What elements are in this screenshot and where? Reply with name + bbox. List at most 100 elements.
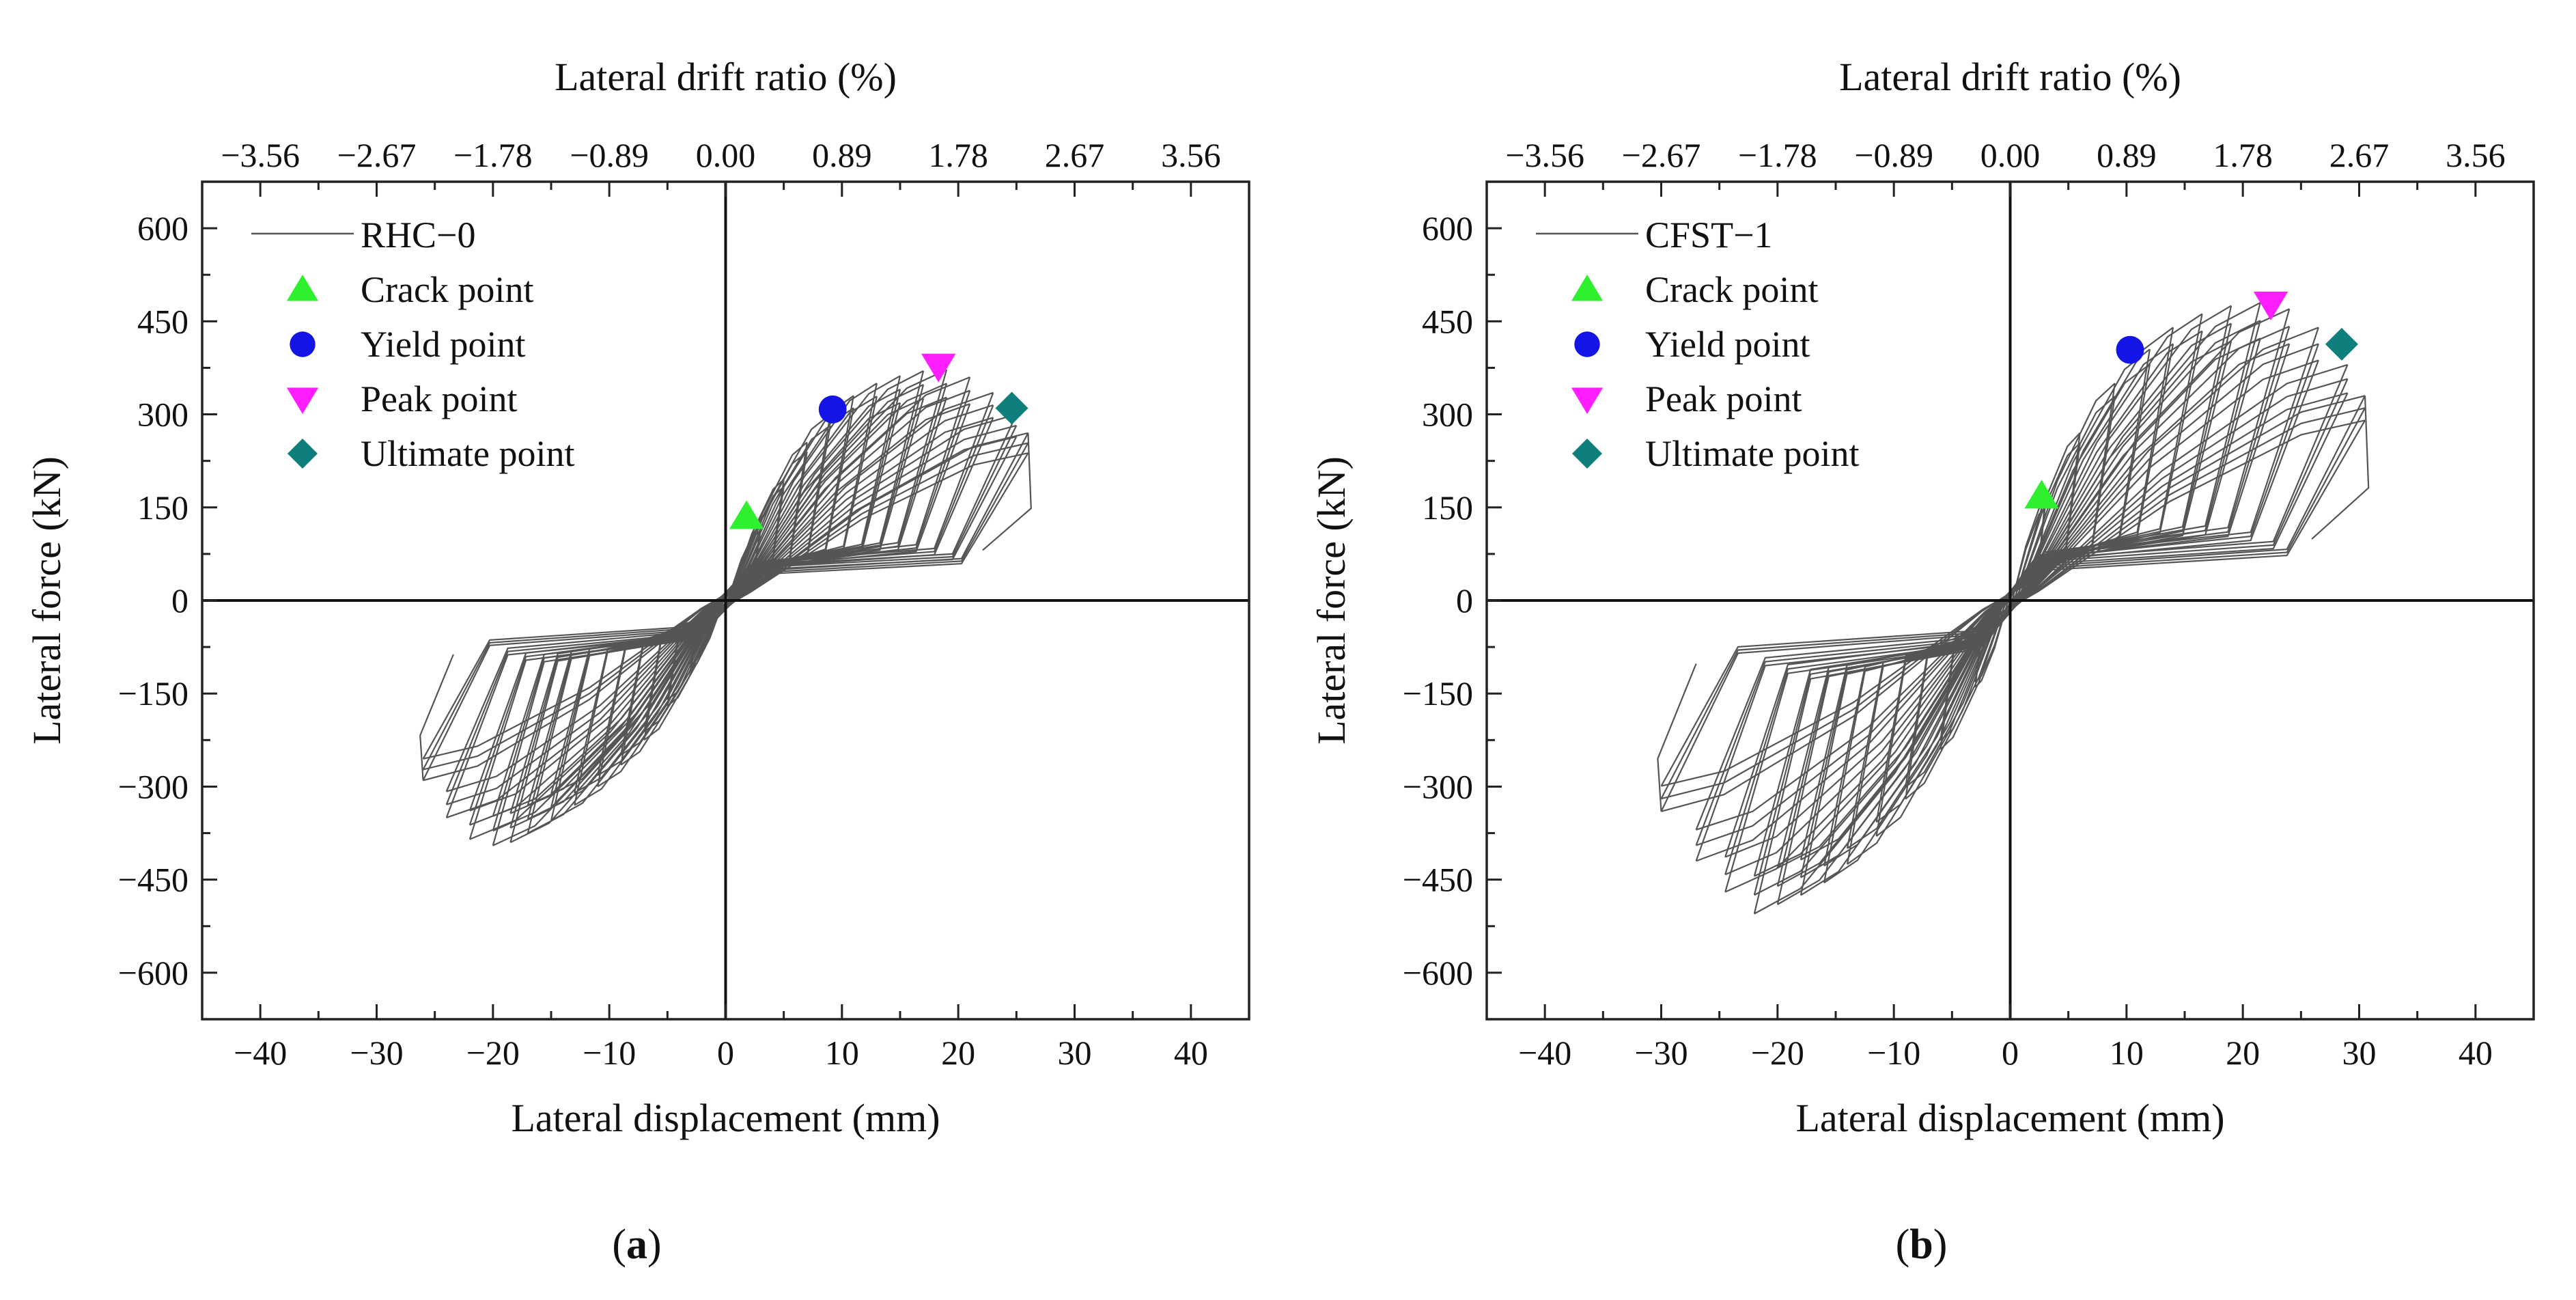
legend-yield-symbol — [1574, 331, 1600, 357]
y-tick-label: −300 — [1403, 767, 1473, 805]
top-axis-title-b: Lateral drift ratio (%) — [1839, 55, 2181, 99]
hysteresis-loop-down — [1724, 360, 2319, 858]
top-tick-label: 0.00 — [696, 136, 756, 174]
legend-series-label-b: CFST−1 — [1645, 215, 1773, 255]
x-tick-label: −20 — [1751, 1034, 1804, 1072]
x-tick-label: 40 — [2459, 1034, 2493, 1072]
panel-caption-b: (b) — [1896, 1221, 1948, 1268]
chart-panel-a: −40 −30 −20 −10 0 10 20 30 40 −600 −450 −300 −150 0 1… — [25, 55, 1250, 1268]
legend-yield-label-b: Yield point — [1645, 324, 1810, 365]
x-tick-label: 20 — [941, 1034, 975, 1072]
legend-b: CFST−1 Crack point Yield point Peak poin… — [1536, 215, 1859, 474]
top-tick-label: −0.89 — [570, 136, 649, 174]
y-tick-label: −150 — [118, 674, 188, 713]
x-axis-title-a: Lateral displacement (mm) — [511, 1096, 940, 1140]
legend-crack-symbol — [286, 275, 319, 301]
ultimate-point-marker — [995, 391, 1028, 425]
y-tick-label: 150 — [137, 488, 188, 527]
legend-yield-marker-a — [290, 331, 316, 357]
panel-caption-letter-a: a — [626, 1221, 647, 1268]
legend-peak-marker-a — [286, 387, 319, 414]
peak-point-marker — [2253, 291, 2288, 320]
y-axis-title-b: Lateral force (kN) — [1309, 456, 1354, 745]
y-tick-label: 600 — [1422, 209, 1473, 247]
key-points-b — [2024, 291, 2358, 509]
x-axis-title-b: Lateral displacement (mm) — [1795, 1096, 2224, 1140]
hysteresis-loop-up — [422, 452, 1028, 760]
hysteresis-loop-up — [445, 436, 1017, 792]
x-tick-label: −30 — [350, 1034, 403, 1072]
x-tick-label: −40 — [234, 1034, 287, 1072]
x-tick-label: −30 — [1634, 1034, 1688, 1072]
y-tick-label: 0 — [171, 581, 188, 620]
hysteresis-loop-up — [1695, 392, 2348, 831]
y-tick-label: 300 — [137, 396, 188, 434]
x-tick-label: −10 — [583, 1034, 636, 1072]
y-tick-label: 450 — [137, 302, 188, 340]
x-tick-label: −10 — [1867, 1034, 1920, 1072]
legend-crack-symbol — [1571, 275, 1604, 301]
top-tick-labels-b: −3.56 −2.67 −1.78 −0.89 0.00 0.89 1.78 2.67 3.56 — [1505, 136, 2505, 174]
legend-a: RHC−0 Crack point Yield point Peak point… — [251, 215, 574, 474]
hysteresis-tail — [1657, 663, 1697, 812]
key-points-a — [729, 353, 1028, 529]
hysteresis-loop-down — [1724, 327, 2319, 893]
legend-crack-marker-a — [286, 275, 319, 301]
x-tick-label: 0 — [2002, 1034, 2019, 1072]
hysteresis-loop-up — [1724, 327, 2319, 893]
legend-peak-marker-b — [1571, 387, 1604, 414]
axis-ticks-a — [201, 180, 1250, 1021]
legend-peak-label-a: Peak point — [361, 378, 517, 419]
top-tick-label: 1.78 — [2213, 136, 2273, 174]
legend-ultimate-marker-b — [1572, 439, 1602, 469]
hysteresis-loop-down — [1661, 419, 2366, 787]
top-tick-label: 0.89 — [2097, 136, 2157, 174]
hysteresis-loop-up — [1753, 308, 2290, 914]
y-tick-label: 450 — [1422, 302, 1473, 340]
x-tick-labels-b: −40 −30 −20 −10 0 10 20 30 40 — [1518, 1034, 2493, 1072]
top-tick-label: 2.67 — [2329, 136, 2390, 174]
legend-yield-marker-b — [1574, 331, 1600, 357]
x-tick-label: −20 — [466, 1034, 520, 1072]
legend-yield-symbol — [290, 331, 316, 357]
peak-point-marker — [921, 353, 956, 383]
top-tick-label: 0.89 — [812, 136, 872, 174]
y-tick-labels-b: −600 −450 −300 −150 0 150 300 450 600 — [1403, 209, 1473, 992]
chart-panel-b: −40 −30 −20 −10 0 10 20 30 40 −600 −450 −300 −150 0 1… — [1309, 55, 2535, 1268]
hysteresis-loop-down — [1754, 308, 2291, 915]
x-tick-label: 40 — [1174, 1034, 1208, 1072]
hysteresis-loop-up — [1940, 442, 2081, 741]
y-tick-label: −300 — [118, 767, 188, 805]
hysteresis-curves-b — [1657, 302, 2370, 915]
legend-crack-marker-b — [1571, 275, 1604, 301]
top-tick-label: 3.56 — [1161, 136, 1221, 174]
top-tick-label: 0.00 — [1980, 136, 2041, 174]
x-tick-label: 10 — [825, 1034, 859, 1072]
x-tick-label: −40 — [1518, 1034, 1571, 1072]
ultimate-point-marker — [2325, 327, 2358, 361]
hysteresis-loop-up — [1660, 419, 2366, 787]
legend-peak-symbol — [286, 387, 319, 414]
y-axis-title-a: Lateral force (kN) — [25, 456, 69, 745]
y-tick-label: −450 — [1403, 861, 1473, 899]
hysteresis-loop-down — [423, 452, 1029, 760]
top-tick-label: −2.67 — [1622, 136, 1701, 174]
top-tick-label: −0.89 — [1854, 136, 1933, 174]
y-tick-label: 0 — [1456, 581, 1473, 620]
x-tick-label: 0 — [717, 1034, 734, 1072]
top-tick-label: −1.78 — [453, 136, 533, 174]
yield-point-marker — [818, 395, 847, 424]
top-tick-label: −3.56 — [1505, 136, 1584, 174]
hysteresis-curves-a — [419, 369, 1032, 846]
top-tick-label: −2.67 — [337, 136, 417, 174]
legend-series-label-a: RHC−0 — [361, 215, 476, 255]
yield-point-marker — [2116, 335, 2144, 364]
y-tick-label: −600 — [1403, 954, 1473, 992]
legend-peak-symbol — [1571, 387, 1604, 414]
legend-ultimate-marker-a — [288, 439, 318, 469]
hysteresis-loop-up — [1724, 359, 2319, 857]
y-tick-label: −450 — [118, 861, 188, 899]
y-tick-label: 150 — [1422, 488, 1473, 527]
legend-yield-label-a: Yield point — [361, 324, 526, 365]
